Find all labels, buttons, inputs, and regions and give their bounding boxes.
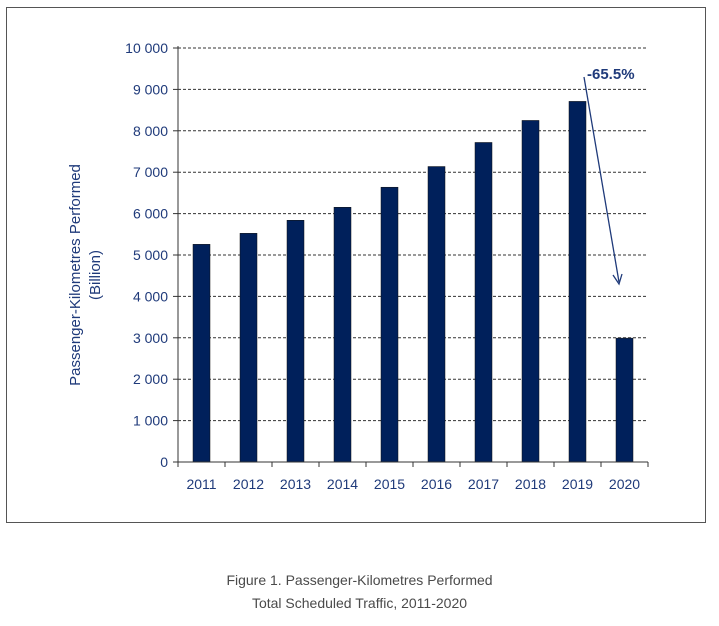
arrow-head-icon [612, 273, 623, 286]
bar-2011 [192, 244, 211, 463]
y-tick-label: 5 000 [133, 247, 168, 263]
y-tick-label: 10 000 [125, 40, 168, 56]
x-tick-label: 2017 [468, 476, 499, 492]
bar-2012 [239, 233, 258, 463]
bar-2019 [568, 101, 587, 463]
y-tick-label: 7 000 [133, 164, 168, 180]
x-tick-label: 2012 [233, 476, 264, 492]
change-annotation: -65.5% [583, 66, 635, 286]
annotation-label: -65.5% [587, 66, 635, 83]
y-tick-label: 8 000 [133, 123, 168, 139]
x-tick-label: 2013 [280, 476, 311, 492]
chart-frame [6, 7, 706, 523]
y-tick-label: 6 000 [133, 206, 168, 222]
figure-caption-subtitle: Total Scheduled Traffic, 2011-2020 [251, 595, 468, 611]
y-tick-label: 4 000 [133, 288, 168, 304]
bar-2013 [286, 220, 305, 463]
y-tick-label: 3 000 [133, 330, 168, 346]
x-tick-label: 2018 [515, 476, 546, 492]
bar-2015 [380, 186, 399, 463]
annotation-arrow [583, 76, 620, 283]
bar-2018 [521, 120, 540, 463]
bar-2014 [333, 207, 352, 463]
x-tick-label: 2011 [186, 476, 216, 492]
bar-chart: 0 1 000 2 000 3 000 4 000 5 000 6 000 7 000 8 00… [67, 40, 649, 492]
bar-2020 [615, 337, 634, 463]
x-tick-label: 2019 [562, 476, 593, 492]
figure-caption-title: Figure 1. Passenger-Kilometres Performed [226, 572, 493, 588]
y-tick-label: 1 000 [133, 413, 168, 429]
y-tick-label: 2 000 [133, 371, 168, 387]
x-tick-label: 2016 [421, 476, 452, 492]
y-tick-label: 9 000 [133, 81, 168, 97]
x-tick-label: 2014 [327, 476, 358, 492]
bar-2017 [474, 142, 493, 463]
x-tick-label: 2015 [374, 476, 405, 492]
y-axis-label: Passenger-Kilometres Performed [67, 164, 84, 386]
y-axis-label-unit: (Billion) [87, 250, 104, 300]
y-tick-label: 0 [160, 454, 168, 470]
bar-2016 [427, 166, 446, 463]
x-tick-label: 2020 [609, 476, 640, 492]
